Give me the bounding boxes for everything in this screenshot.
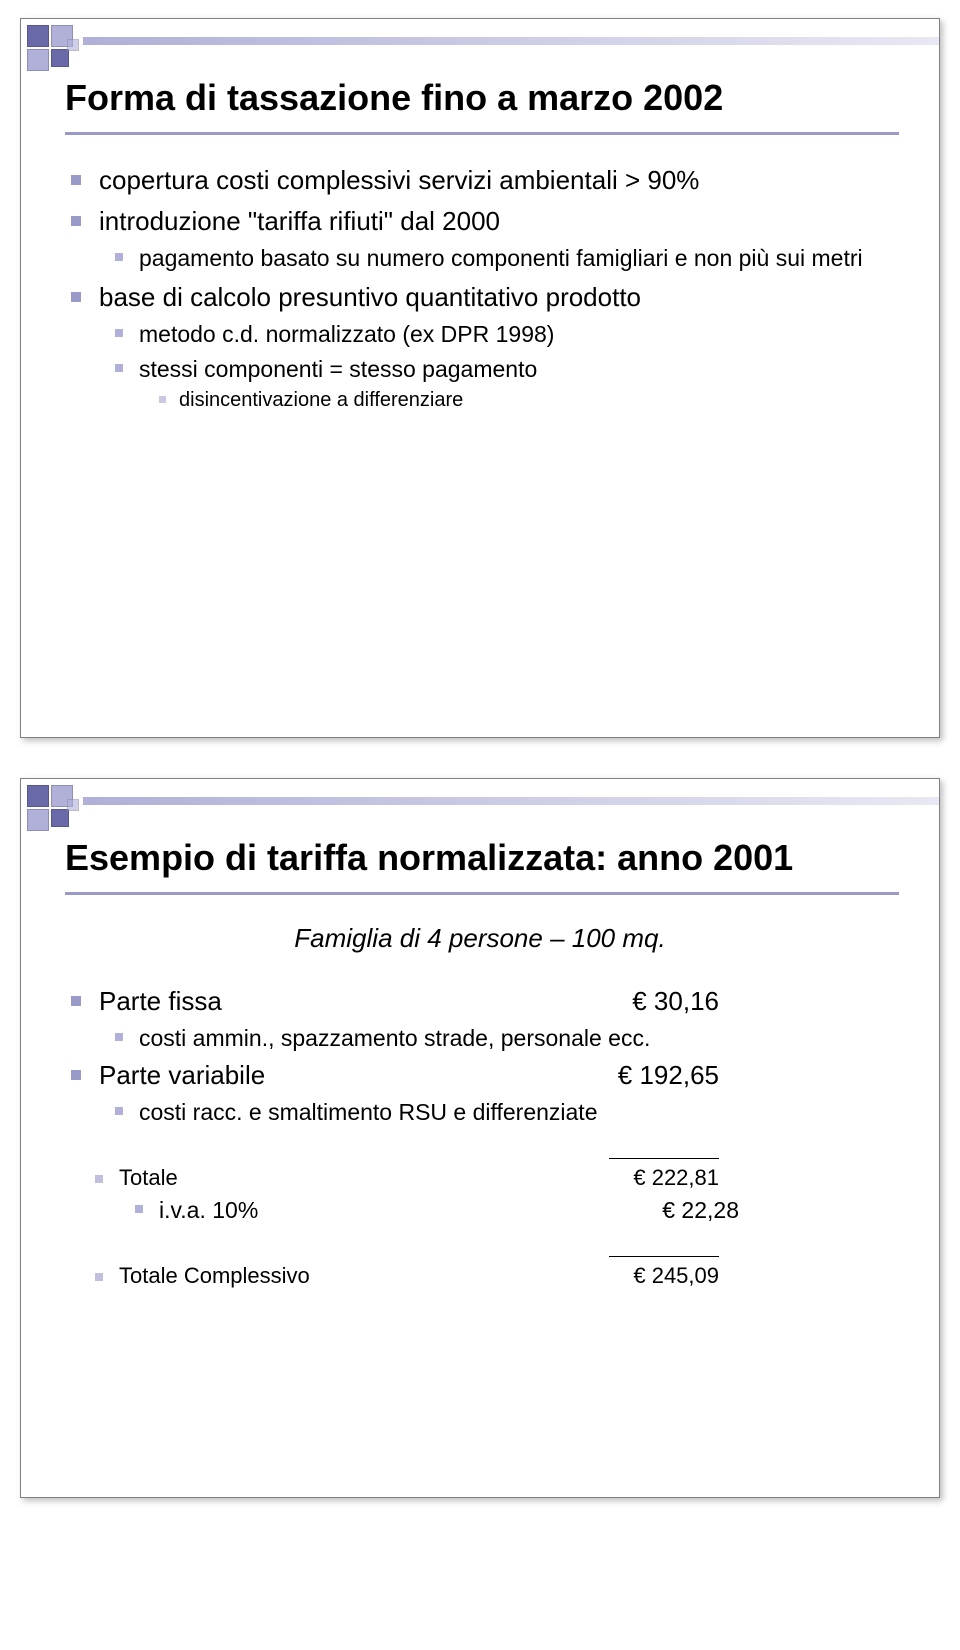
title-rule (65, 892, 899, 895)
bullet-item: disincentivazione a differenziare (179, 387, 899, 414)
title-rule (65, 132, 899, 135)
bullet-item: pagamento basato su numero componenti fa… (139, 243, 899, 274)
price-label: Totale (119, 1165, 178, 1191)
bullet-text: disincentivazione a differenziare (179, 389, 463, 411)
bullet-item: base di calcolo presuntivo quantitativo … (99, 280, 899, 414)
price-value: € 30,16 (632, 984, 899, 1019)
slide-content: copertura costi complessivi servizi ambi… (21, 163, 939, 460)
bullet-item: introduzione "tariffa rifiuti" dal 2000 … (99, 204, 899, 274)
bullet-text: base di calcolo presuntivo quantitativo … (99, 282, 641, 312)
bullet-text: pagamento basato su numero componenti fa… (139, 245, 863, 271)
price-label: Parte fissa (99, 984, 222, 1019)
header-bar (83, 797, 939, 805)
slide-2: Esempio di tariffa normalizzata: anno 20… (20, 778, 940, 1498)
slide-title: Forma di tassazione fino a marzo 2002 (21, 19, 939, 132)
slide-1: Forma di tassazione fino a marzo 2002 co… (20, 18, 940, 738)
price-note: costi ammin., spazzamento strade, person… (139, 1023, 899, 1054)
slide-title: Esempio di tariffa normalizzata: anno 20… (21, 779, 939, 892)
bullet-item: copertura costi complessivi servizi ambi… (99, 163, 899, 198)
separator-rule (609, 1158, 719, 1159)
price-value: € 245,09 (633, 1263, 899, 1289)
price-row-totale: Totale € 222,81 i.v.a. 10% € 22,28 (119, 1165, 899, 1226)
price-label: i.v.a. 10% (159, 1195, 258, 1226)
price-value: € 192,65 (618, 1058, 899, 1093)
bullet-item: stessi componenti = stesso pagamento dis… (139, 354, 899, 414)
price-row-iva: i.v.a. 10% € 22,28 (159, 1195, 899, 1226)
subtitle: Famiglia di 4 persone – 100 mq. (61, 923, 899, 954)
header-bar (83, 37, 939, 45)
bullet-text: stessi componenti = stesso pagamento (139, 356, 537, 382)
price-label: Totale Complessivo (119, 1263, 310, 1289)
note-text: costi ammin., spazzamento strade, person… (139, 1025, 650, 1051)
price-note: costi racc. e smaltimento RSU e differen… (139, 1097, 899, 1128)
separator-rule (609, 1256, 719, 1257)
bullet-item: metodo c.d. normalizzato (ex DPR 1998) (139, 319, 899, 350)
bullet-text: introduzione "tariffa rifiuti" dal 2000 (99, 206, 500, 236)
price-value: € 222,81 (633, 1165, 899, 1191)
bullet-text: copertura costi complessivi servizi ambi… (99, 165, 699, 195)
note-text: costi racc. e smaltimento RSU e differen… (139, 1099, 597, 1125)
price-label: Parte variabile (99, 1058, 265, 1093)
price-value: € 22,28 (662, 1195, 899, 1226)
price-row-totale-complessivo: Totale Complessivo € 245,09 (119, 1263, 899, 1289)
slide-content: Parte fissa € 30,16 costi ammin., spazza… (21, 984, 939, 1329)
price-row-parte-variabile: Parte variabile € 192,65 costi racc. e s… (99, 1058, 899, 1128)
price-row-parte-fissa: Parte fissa € 30,16 costi ammin., spazza… (99, 984, 899, 1054)
bullet-text: metodo c.d. normalizzato (ex DPR 1998) (139, 321, 554, 347)
